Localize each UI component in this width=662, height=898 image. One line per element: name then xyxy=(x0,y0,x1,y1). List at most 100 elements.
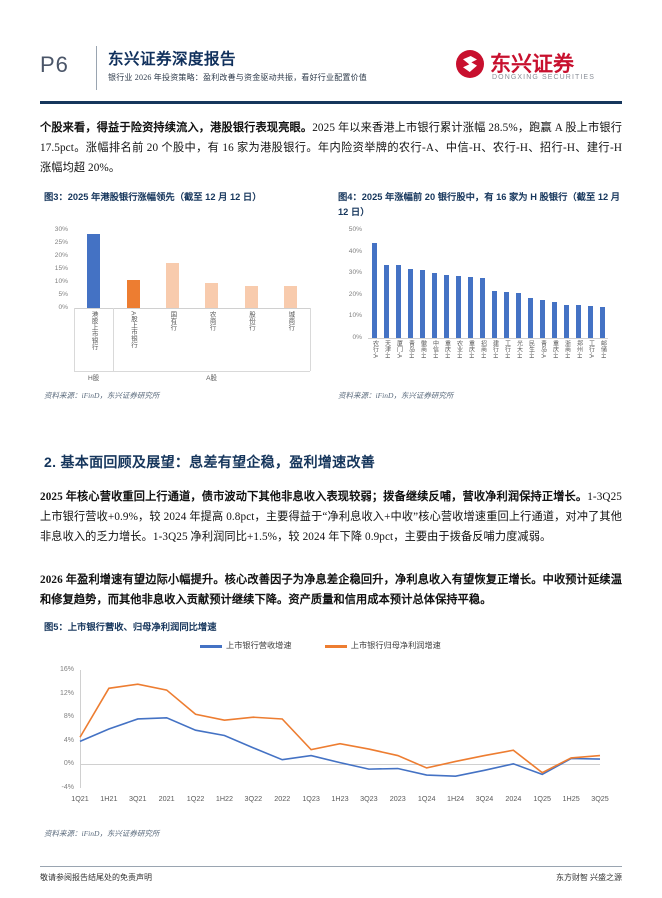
x-axis-tick: 3Q22 xyxy=(244,794,263,803)
bar-青岛-H xyxy=(407,268,413,338)
x-axis-tick: 2022 xyxy=(274,794,291,803)
logo-mark-icon xyxy=(456,50,484,78)
bar-工行-A xyxy=(587,305,593,338)
bar-厦门-A xyxy=(395,265,401,338)
y-axis-tick: 20% xyxy=(348,290,362,298)
report-title: 东兴证券深度报告 xyxy=(108,51,237,68)
x-axis-label: 重庆-H xyxy=(443,340,450,359)
line-0 xyxy=(79,716,601,778)
bar-农商行 xyxy=(205,283,219,308)
figure-4-chart: 50% 40% 30% 20% 10% 0% 农行-A 天津-H 厦门-A 青岛-H 徽商-H 中信-… xyxy=(338,222,622,382)
x-axis-tick: 1H22 xyxy=(215,794,234,803)
bar-徽商-H xyxy=(419,270,425,338)
group-separator xyxy=(74,308,75,371)
x-axis-label: 农商行 xyxy=(208,311,216,331)
paragraph-2: 2025 年核心营收重回上行通道，债市波动下其他非息收入表现较弱；拨备继续反哺，… xyxy=(40,487,622,547)
x-axis-baseline xyxy=(74,308,310,309)
bar-浙商-H xyxy=(563,304,569,338)
bar-农行-A xyxy=(371,242,377,338)
x-axis-label: 重庆-H xyxy=(467,340,474,359)
header-rule xyxy=(40,101,622,104)
x-axis-tick: 1Q25 xyxy=(533,794,552,803)
header-divider xyxy=(96,46,97,90)
legend-swatch-1 xyxy=(324,645,347,648)
x-axis-label: 建行-H xyxy=(491,340,498,359)
y-axis-tick: 30% xyxy=(348,269,362,277)
x-axis-tick: 3Q21 xyxy=(128,794,147,803)
bar-国有行 xyxy=(165,263,179,308)
x-axis-label: 青岛-A xyxy=(539,340,546,358)
x-axis-label: 港股上市银行 xyxy=(90,311,98,350)
bar-港股上市银行 xyxy=(87,233,101,308)
x-axis-label: 邮储-H xyxy=(599,340,606,359)
y-axis-tick: 15% xyxy=(54,265,68,272)
x-axis-tick: 1Q23 xyxy=(302,794,320,803)
y-axis-tick: 0% xyxy=(58,304,68,311)
x-axis-label: 浙商-H xyxy=(563,340,570,359)
bar-邮储-H xyxy=(599,306,605,338)
x-axis-label: 中信-H xyxy=(431,340,438,359)
x-axis-label: A股上市银行 xyxy=(129,311,137,348)
section-heading-2: 2. 基本面回顾及展望：息差有望企稳，盈利增速改善 xyxy=(44,454,376,470)
line-1 xyxy=(79,683,601,774)
figure-5-chart: 上市银行营收增速 上市银行归母净利润增速 16% 12% 8% 4% 0% -4% 1Q21 1H… xyxy=(44,636,622,816)
bar-青岛-A xyxy=(539,299,545,338)
bar-民生-H xyxy=(527,297,533,338)
x-axis-tick: 1Q24 xyxy=(417,794,436,803)
x-axis-tick: 1H21 xyxy=(100,794,118,803)
x-axis-label: 青岛-H xyxy=(407,340,414,359)
y-axis-tick: 0% xyxy=(352,334,362,341)
group-baseline xyxy=(74,371,310,372)
bar-建行-H xyxy=(491,291,497,338)
x-axis-tick: 3Q24 xyxy=(475,794,494,803)
bar-光大-H xyxy=(515,293,521,338)
legend-label-0: 上市银行营收增速 xyxy=(226,641,292,650)
figure-5-source: 资料来源：iFinD，东兴证券研究所 xyxy=(44,829,160,838)
x-axis-tick: 3Q25 xyxy=(591,794,609,803)
bar-天津-H xyxy=(383,264,389,338)
footer-slogan: 东方财智 兴盛之源 xyxy=(556,873,622,882)
y-axis-tick: 20% xyxy=(54,252,68,259)
x-axis-tick: 2021 xyxy=(158,794,175,803)
y-axis-tick: -4% xyxy=(61,784,74,791)
logo-name-en: DONGXING SECURITIES xyxy=(492,74,595,81)
x-axis-tick: 1Q22 xyxy=(186,794,205,803)
bar-中信-H xyxy=(431,273,437,338)
y-axis-tick: 30% xyxy=(54,226,68,233)
report-subtitle: 银行业 2026 年投资策略：盈利改善与资金驱动共振，看好行业配置价值 xyxy=(108,73,367,82)
bar-重庆-H xyxy=(467,276,473,338)
x-axis-tick: 2024 xyxy=(505,794,522,803)
x-axis-label: 国有行 xyxy=(168,311,176,331)
footer-rule xyxy=(40,866,622,867)
x-axis-label: 城商行 xyxy=(286,311,294,331)
x-axis-label: 股份行 xyxy=(247,311,255,331)
bar-招商-H xyxy=(479,277,485,338)
paragraph-2-rest: 1-3Q25 上市银行营收+0.9%，较 2024 年提高 0.8pct，主要得… xyxy=(40,491,622,543)
logo-name-cn: 东兴证券 xyxy=(490,53,574,76)
x-axis-label: 重庆-H xyxy=(551,340,558,359)
y-axis-tick: 50% xyxy=(348,226,362,233)
bar-郑州-H xyxy=(575,305,581,338)
x-axis-label: 光大-H xyxy=(515,340,522,359)
x-axis-tick: 2023 xyxy=(389,794,406,803)
y-axis-tick: 25% xyxy=(54,239,68,246)
y-axis-tick: 8% xyxy=(63,713,74,721)
y-axis-tick: 16% xyxy=(59,666,74,673)
x-axis-label: 招商-H xyxy=(479,340,486,359)
figure-3-chart: 30% 25% 20% 15% 10% 5% 0% 港股上市银行 A股上市银行 国有行 农商行 股份行… xyxy=(44,222,324,382)
bar-A股上市银行 xyxy=(126,280,140,308)
x-axis-label: 农业-H xyxy=(455,340,462,359)
bar-工行-H xyxy=(503,292,509,338)
company-logo: 东兴证券 DONGXING SECURITIES xyxy=(456,48,622,88)
x-axis-label: 工行-A xyxy=(587,340,594,358)
x-axis-baseline xyxy=(368,338,608,339)
x-axis-label: 徽商-H xyxy=(419,340,426,359)
y-axis-tick: 12% xyxy=(59,689,74,697)
x-axis-label: 厦门-A xyxy=(395,340,402,358)
x-axis-label: 工行-H xyxy=(503,340,510,359)
y-axis-tick: 10% xyxy=(348,312,362,320)
page-header: P6 东兴证券深度报告 银行业 2026 年投资策略：盈利改善与资金驱动共振，看… xyxy=(40,44,622,96)
group-separator xyxy=(310,308,311,371)
legend-label-1: 上市银行归母净利润增速 xyxy=(350,641,441,650)
